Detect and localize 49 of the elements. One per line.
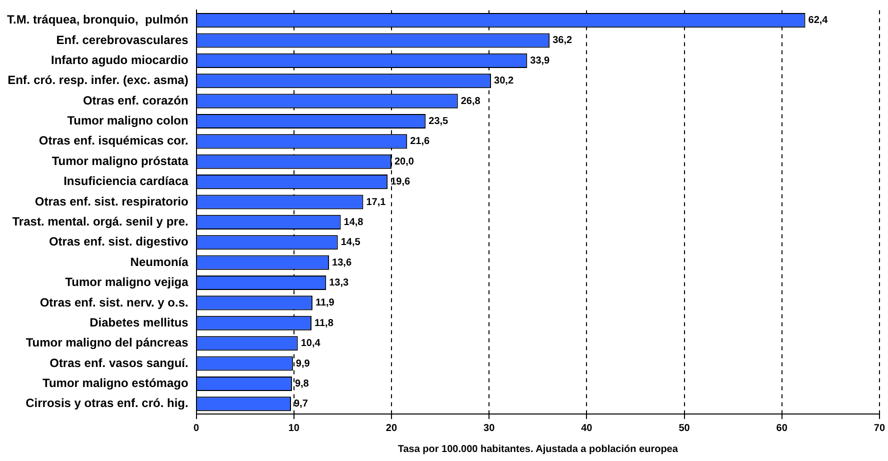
data-label: 19,6 xyxy=(390,176,410,188)
y-tick-label: Tumor maligno estómago xyxy=(42,376,188,390)
data-label: 9,9 xyxy=(296,358,310,370)
y-tick-label: Diabetes mellitus xyxy=(90,315,189,330)
y-tick-label: Insuficiencia cardíaca xyxy=(64,174,189,188)
data-label: 14,5 xyxy=(340,237,361,248)
data-label: 20,0 xyxy=(394,156,414,168)
y-tick-label: T.M. tráquea, bronquio, pulmón xyxy=(6,12,188,27)
data-label: 13,3 xyxy=(329,278,350,289)
data-label: 9,7 xyxy=(294,398,308,410)
y-tick-label: Otras enf. sist. respiratorio xyxy=(34,194,188,208)
y-tick-label: Trast. mental. orgá. senil y pre. xyxy=(12,214,188,229)
data-label: 30,2 xyxy=(494,76,514,87)
data-label: 62,4 xyxy=(808,15,828,26)
data-label: 21,6 xyxy=(410,136,430,148)
y-tick-label: Cirrosis y otras enf. cró. hig. xyxy=(26,396,188,410)
y-tick-label: Otras enf. corazón xyxy=(82,93,188,108)
y-tick-label: Neumonía xyxy=(130,254,189,269)
x-tick-label: 40 xyxy=(581,422,593,434)
data-label: 10,4 xyxy=(300,338,321,350)
y-tick-label: Enf. cró. resp. infer. (exc. asma) xyxy=(8,73,188,88)
y-tick-label: Otras enf. sist. nerv. y o.s. xyxy=(40,295,188,310)
x-tick-label: 50 xyxy=(678,422,690,434)
x-tick-label: 70 xyxy=(874,422,886,434)
y-tick-label: Otras enf. vasos sanguí. xyxy=(50,356,188,370)
data-label: 17,1 xyxy=(366,196,386,208)
x-tick-label: 30 xyxy=(484,422,496,434)
x-tick-label: 0 xyxy=(194,422,200,434)
y-tick-label: Tumor maligno próstata xyxy=(52,154,189,168)
data-label: 11,9 xyxy=(315,298,335,309)
data-label: 9,8 xyxy=(294,378,310,390)
y-tick-label: Enf. cerebrovasculares xyxy=(56,32,189,47)
y-tick-label: Infarto agudo miocardio xyxy=(50,52,188,67)
data-label: 23,5 xyxy=(428,116,449,127)
x-tick-label: 10 xyxy=(288,422,300,434)
data-label: 13,6 xyxy=(332,257,352,268)
y-tick-label: Tumor maligno del páncreas xyxy=(26,336,189,350)
y-tick-label: Tumor maligno vejiga xyxy=(65,275,189,290)
data-label: 33,9 xyxy=(530,55,550,66)
y-tick-label: Otras enf. isquémicas cor. xyxy=(38,134,188,148)
data-label: 14,8 xyxy=(344,216,364,228)
data-label: 36,2 xyxy=(552,35,572,46)
data-label: 26,8 xyxy=(460,96,481,107)
x-tick-label: 20 xyxy=(386,422,398,434)
y-tick-label: Tumor maligno colon xyxy=(67,114,188,128)
x-axis-title: Tasa por 100.000 habitantes. Ajustada a población europea xyxy=(398,444,678,455)
data-label: 11,8 xyxy=(314,318,334,329)
x-tick-label: 60 xyxy=(776,422,788,434)
y-tick-label: Otras enf. sist. digestivo xyxy=(48,234,188,249)
